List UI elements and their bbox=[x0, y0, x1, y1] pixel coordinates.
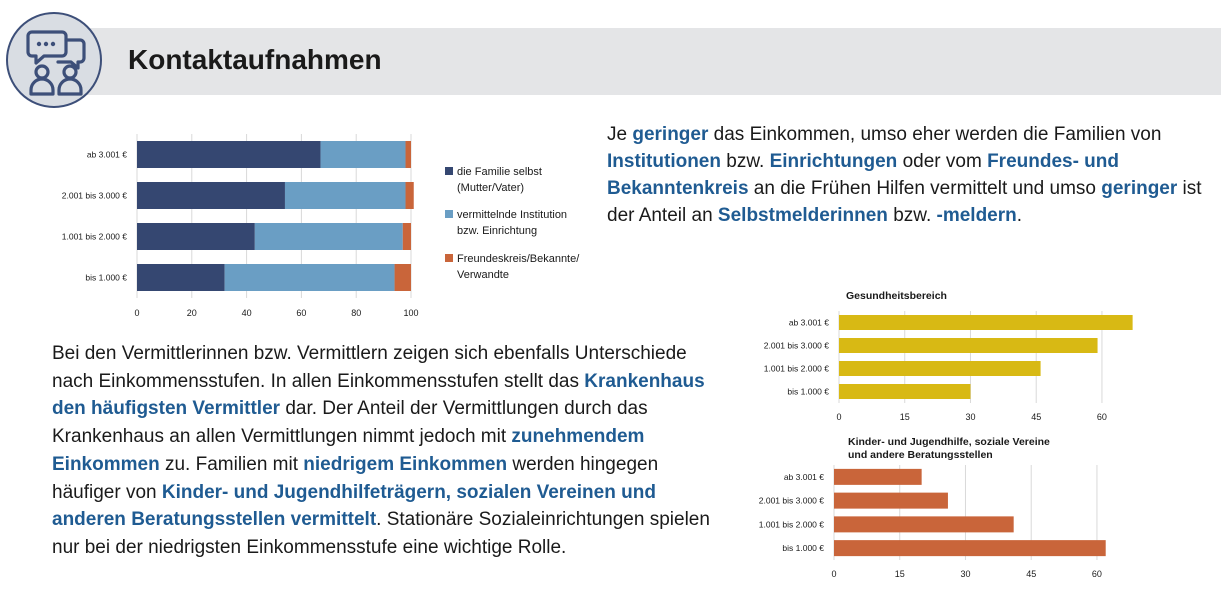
y-tick-label: 1.001 bis 2.000 € bbox=[764, 364, 829, 374]
highlight-text: niedrigem Einkommen bbox=[303, 453, 508, 475]
x-tick-label: 0 bbox=[134, 308, 139, 318]
bar bbox=[839, 361, 1041, 376]
bar-segment bbox=[137, 223, 255, 250]
x-tick-label: 40 bbox=[242, 308, 252, 318]
body-text: Je bbox=[607, 124, 633, 145]
chat-people-icon bbox=[6, 12, 102, 108]
body-text: bzw. bbox=[720, 151, 770, 172]
bar-segment bbox=[224, 264, 395, 291]
x-tick-label: 80 bbox=[351, 308, 361, 318]
bar-segment bbox=[284, 182, 406, 209]
bar-segment bbox=[137, 141, 321, 168]
chart-title: Gesundheitsbereich bbox=[846, 290, 947, 302]
body-text: zu. Familien mit bbox=[159, 453, 304, 475]
y-tick-label: 2.001 bis 3.000 € bbox=[62, 191, 127, 201]
y-tick-label: bis 1.000 € bbox=[782, 543, 824, 553]
highlight-text: Selbstmelderinnen bbox=[717, 205, 888, 226]
bar bbox=[839, 338, 1098, 353]
y-tick-label: ab 3.001 € bbox=[789, 318, 829, 328]
y-tick-label: ab 3.001 € bbox=[784, 472, 824, 482]
legend-label: (Mutter/Vater) bbox=[457, 182, 524, 194]
x-tick-label: 15 bbox=[900, 412, 910, 422]
highlight-text: zunehmendem Einkommen bbox=[52, 426, 645, 475]
body-text: ist der Anteil an bbox=[607, 178, 1202, 226]
body-text: bzw. bbox=[887, 205, 937, 226]
x-tick-label: 15 bbox=[895, 569, 905, 579]
highlight-text: Freundes- und Bekanntenkreis bbox=[607, 151, 1120, 199]
legend-label: vermittelnde Institution bbox=[457, 209, 567, 221]
x-tick-label: 20 bbox=[187, 308, 197, 318]
bar-segment bbox=[254, 223, 403, 250]
x-tick-label: 0 bbox=[836, 412, 841, 422]
x-tick-label: 30 bbox=[960, 569, 970, 579]
chart-youth-welfare: Kinder- und Jugendhilfe, soziale Vereine… bbox=[759, 436, 1106, 579]
y-tick-label: ab 3.001 € bbox=[87, 150, 127, 160]
bar-segment bbox=[405, 182, 414, 209]
bar bbox=[834, 468, 922, 485]
summary-paragraph-bottom: Bei den Vermittlerinnen bzw. Vermittlern… bbox=[52, 340, 722, 562]
y-tick-label: bis 1.000 € bbox=[85, 273, 127, 283]
bar-segment bbox=[394, 264, 411, 291]
bar bbox=[834, 516, 1014, 533]
bar bbox=[839, 315, 1133, 330]
x-tick-label: 0 bbox=[831, 569, 836, 579]
chart-referral-by-income: 0 20 40 60 80 100 ab 3.001 € 2.001 bis 3.000 € 1… bbox=[62, 134, 580, 318]
x-tick-label: 45 bbox=[1031, 412, 1041, 422]
y-tick-label: 1.001 bis 2.000 € bbox=[759, 519, 824, 529]
body-text: Bei den Vermittlerinnen bzw. Vermittlern… bbox=[52, 343, 687, 392]
body-text: dar. Der Anteil der Vermittlungen durch … bbox=[52, 398, 648, 448]
bar-segment bbox=[402, 223, 411, 250]
x-tick-label: 30 bbox=[965, 412, 975, 422]
legend-label: die Familie selbst bbox=[457, 166, 542, 178]
bar bbox=[839, 384, 971, 399]
bar bbox=[834, 540, 1106, 557]
highlight-text: geringer bbox=[1101, 178, 1178, 199]
page-title: Kontaktaufnahmen bbox=[128, 44, 382, 75]
body-text: an die Frühen Hilfen vermittelt und umso bbox=[748, 178, 1102, 199]
bar bbox=[834, 492, 948, 509]
bar-segment bbox=[137, 182, 285, 209]
x-tick-label: 60 bbox=[1097, 412, 1107, 422]
header-band bbox=[55, 28, 1221, 95]
body-text: . Stationäre Sozialeinrichtungen spielen… bbox=[52, 509, 710, 558]
highlight-text: Einrichtungen bbox=[769, 151, 898, 172]
y-tick-label: 1.001 bis 2.000 € bbox=[62, 232, 127, 242]
bar-segment bbox=[405, 141, 411, 168]
legend-label: bzw. Einrichtung bbox=[457, 225, 537, 237]
legend-swatch bbox=[445, 210, 453, 218]
body-text: werden hingegen häufiger von bbox=[52, 453, 659, 503]
y-tick-label: 2.001 bis 3.000 € bbox=[759, 496, 824, 506]
legend-label: Freundeskreis/Bekannte/ bbox=[457, 253, 580, 265]
highlight-text: -meldern bbox=[936, 205, 1017, 226]
x-tick-label: 45 bbox=[1026, 569, 1036, 579]
chart-health-sector: Gesundheitsbereich 0 15 30 45 60 ab 3.001 € 2.0… bbox=[764, 290, 1133, 422]
bar-segment bbox=[137, 264, 225, 291]
x-tick-label: 100 bbox=[403, 308, 418, 318]
chart-title: Kinder- und Jugendhilfe, soziale Vereine bbox=[848, 436, 1050, 448]
highlight-text: geringer bbox=[632, 124, 709, 145]
body-text: oder vom bbox=[897, 151, 988, 172]
summary-paragraph-top: Je geringer das Einkommen, umso eher wer… bbox=[607, 121, 1207, 229]
chart-title: und andere Beratungsstellen bbox=[848, 449, 993, 461]
y-tick-label: 2.001 bis 3.000 € bbox=[764, 341, 829, 351]
body-text: . bbox=[1016, 205, 1023, 226]
x-tick-label: 60 bbox=[1092, 569, 1102, 579]
x-tick-label: 60 bbox=[296, 308, 306, 318]
legend-label: Verwandte bbox=[457, 269, 509, 281]
y-tick-label: bis 1.000 € bbox=[787, 387, 829, 397]
highlight-text: Kinder- und Jugendhilfeträgern, sozialen… bbox=[52, 481, 656, 531]
bar-segment bbox=[320, 141, 406, 168]
body-text: das Einkommen, umso eher werden die Fami… bbox=[708, 124, 1162, 145]
legend-swatch bbox=[445, 167, 453, 175]
highlight-text: Krankenhaus den häufigsten Vermittler bbox=[52, 370, 705, 420]
legend-swatch bbox=[445, 254, 453, 262]
highlight-text: Institutionen bbox=[607, 151, 721, 172]
